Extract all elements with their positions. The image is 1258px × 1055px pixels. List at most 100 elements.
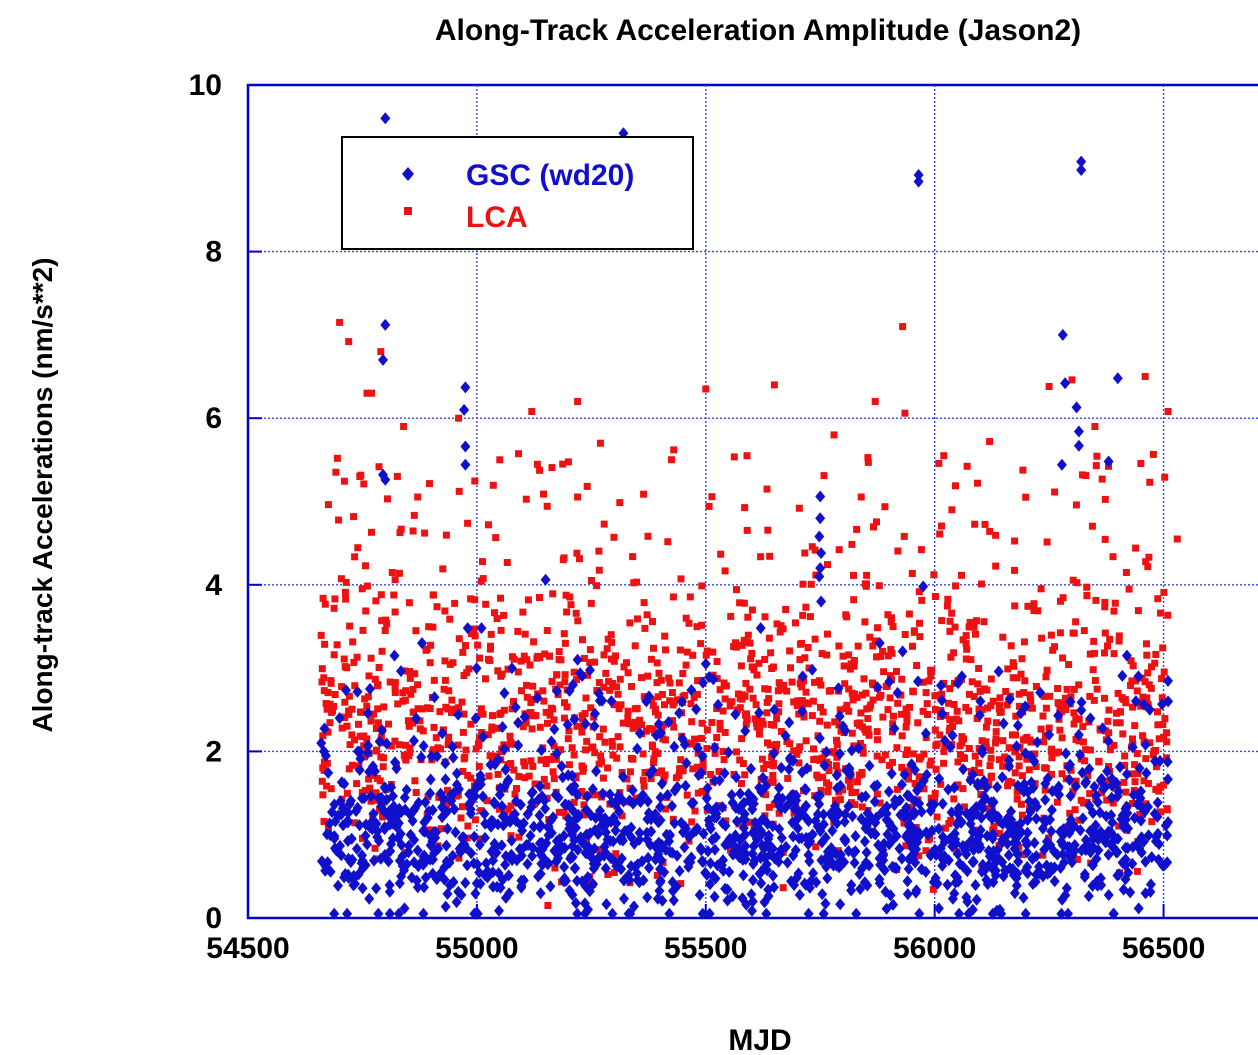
lca-point [848, 540, 856, 548]
gsc-point [545, 880, 556, 893]
lca-point [649, 618, 656, 625]
lca-point [1119, 730, 1127, 738]
lca-point [406, 668, 413, 675]
lca-point [869, 679, 876, 687]
gsc-point [784, 716, 795, 729]
lca-point [931, 726, 939, 734]
gsc-point [1059, 828, 1070, 841]
lca-point [950, 649, 958, 657]
gsc-point [748, 858, 759, 870]
gsc-point [626, 860, 637, 873]
gsc-point [1095, 806, 1105, 819]
lca-point [409, 708, 417, 716]
gsc-point [1073, 439, 1084, 452]
lca-point [703, 726, 711, 734]
lca-point [819, 708, 827, 716]
lca-point [1127, 682, 1134, 689]
gsc-point [967, 856, 978, 868]
gsc-point [1012, 867, 1023, 880]
lca-point [375, 664, 383, 671]
gsc-point [936, 694, 947, 707]
lca-point [402, 741, 410, 749]
lca-point [813, 755, 821, 763]
gsc-point [816, 854, 827, 867]
lca-point [445, 687, 453, 695]
lca-point [539, 687, 547, 695]
lca-point [963, 645, 971, 653]
lca-point [1131, 722, 1139, 730]
gsc-point [902, 888, 913, 901]
lca-point [540, 490, 547, 498]
lca-point [351, 553, 359, 561]
lca-point [870, 523, 877, 531]
lca-point [931, 790, 939, 797]
lca-point [1154, 721, 1162, 729]
lca-point [770, 760, 777, 767]
gsc-point [655, 801, 666, 813]
lca-point [909, 687, 917, 695]
gsc-point [643, 851, 654, 864]
lca-point [1147, 684, 1155, 692]
gsc-point [386, 781, 397, 794]
lca-point [995, 705, 1003, 713]
lca-point [383, 620, 391, 628]
lca-point [873, 752, 881, 760]
lca-point [433, 603, 441, 611]
lca-point [509, 740, 517, 748]
lca-point [544, 902, 552, 909]
lca-point [416, 717, 424, 725]
lca-point [586, 658, 594, 666]
lca-point [839, 786, 847, 794]
lca-point [1142, 558, 1150, 566]
gsc-point [1057, 328, 1068, 341]
lca-point [669, 717, 676, 725]
lca-point [654, 749, 662, 757]
gsc-point [708, 870, 719, 883]
lca-point [1073, 579, 1081, 587]
lca-point [898, 763, 906, 771]
lca-point [613, 754, 621, 762]
lca-point [537, 756, 545, 764]
lca-point [372, 597, 380, 605]
gsc-point [1113, 785, 1124, 798]
lca-point [463, 669, 471, 677]
lca-point [950, 701, 958, 708]
lca-point [887, 673, 895, 681]
lca-point [1054, 699, 1062, 707]
gsc-point [632, 742, 643, 755]
gsc-point [1106, 826, 1116, 839]
lca-point [619, 719, 627, 727]
gsc-point [1015, 817, 1026, 830]
gsc-point [455, 846, 466, 859]
gsc-point [396, 665, 406, 678]
gsc-point [1141, 767, 1152, 780]
gsc-point [803, 849, 814, 861]
gsc-point [861, 846, 872, 859]
lca-point [910, 627, 918, 635]
gsc-point [1027, 878, 1038, 890]
lca-point [400, 751, 408, 759]
gsc-point [686, 797, 697, 810]
lca-point [755, 659, 763, 667]
lca-point [1038, 634, 1046, 642]
gsc-point [1025, 805, 1036, 818]
gsc-point [474, 838, 485, 851]
lca-point [835, 546, 843, 554]
lca-point [1032, 683, 1040, 690]
lca-point [1158, 694, 1166, 702]
lca-point [327, 785, 335, 793]
gsc-point [901, 801, 912, 814]
lca-point [1093, 452, 1101, 460]
lca-point [494, 667, 502, 675]
lca-point [1007, 642, 1015, 650]
gsc-point [672, 781, 683, 793]
lca-point [335, 516, 343, 524]
lca-point [823, 721, 831, 729]
gsc-point [722, 883, 733, 896]
gsc-point [1085, 846, 1096, 859]
gsc-point [1046, 861, 1056, 874]
lca-point [605, 678, 613, 686]
gsc-point [850, 830, 861, 843]
lca-point [659, 735, 667, 743]
lca-point [573, 549, 581, 557]
